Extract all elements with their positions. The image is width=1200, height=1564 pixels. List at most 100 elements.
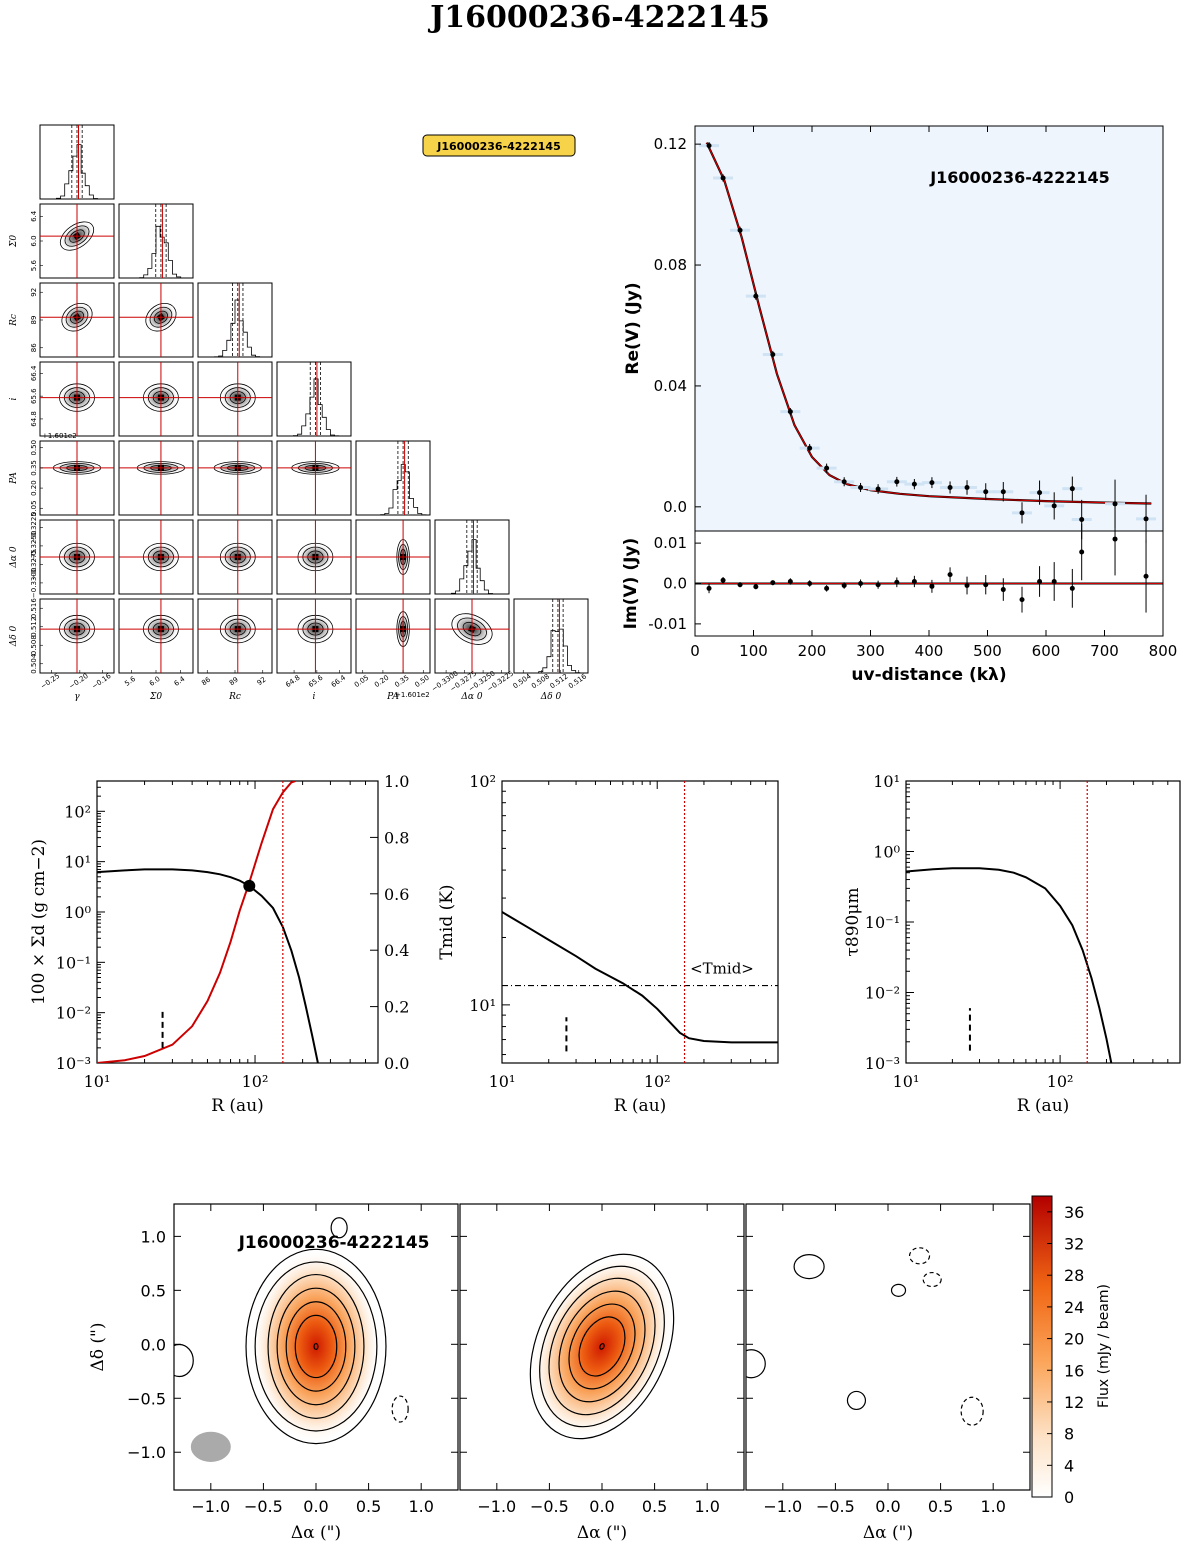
ytick-label: 10² <box>64 802 91 821</box>
uv-xtick-label: 100 <box>739 642 768 660</box>
ytick-right-label: 0.0 <box>384 1054 409 1073</box>
uv-re-point <box>875 486 881 492</box>
uv-model-re <box>706 142 1152 505</box>
uv-top-bg <box>695 126 1163 531</box>
corner-histogram <box>514 628 588 674</box>
corner-xtick-label: 0.50 <box>413 674 430 689</box>
uv-im-point <box>894 579 900 585</box>
corner-contour <box>451 613 493 645</box>
corner-cell-6-1: 5.6 6.0 6.4 Σ0 <box>118 598 194 702</box>
residual-contour <box>846 1390 867 1411</box>
uv-ytick-bottom-label: 0.0 <box>663 575 687 593</box>
corner-xtick-label: 64.8 <box>284 674 301 689</box>
corner-xlabel: Δδ 0 <box>540 692 562 702</box>
corner-cell-5-4 <box>355 519 431 595</box>
source-emission <box>245 1248 387 1445</box>
source-contour <box>529 1253 675 1440</box>
corner-xlabel: Δα 0 <box>460 692 482 702</box>
corner-cell-4-1 <box>118 440 194 516</box>
corner-offset-i: +1.601e2 <box>42 432 77 440</box>
temperature-plot: 10¹ 10² R (au) 10¹ 10² Tmid (K) <Tmid> <box>437 772 779 1116</box>
uv-im-point <box>983 582 989 588</box>
corner-ylabel: PA <box>9 472 19 485</box>
corner-xtick-label: −0.25 <box>39 672 61 691</box>
uv-re-point <box>824 465 830 471</box>
corner-ytick-label: −0.3275 <box>30 549 38 579</box>
uv-im-point <box>964 583 970 589</box>
uv-ytick-bottom-label: 0.01 <box>654 534 687 552</box>
xlabel: R (au) <box>1017 1096 1070 1116</box>
corner-ytick-label: −0.3300 <box>30 568 38 598</box>
corner-cell-5-2 <box>197 519 273 595</box>
image-panel-1: −1.0 −0.5 0.0 0.5 1.0 Δα (") <box>459 1203 745 1543</box>
corner-contour <box>61 302 93 332</box>
image-ytick-label: 0.5 <box>141 1281 166 1300</box>
image-xtick-label: 0.5 <box>356 1497 381 1516</box>
hline-label: <Tmid> <box>690 960 754 978</box>
corner-cell-1-0: 5.6 6.0 6.4 Σ0 <box>9 203 115 279</box>
source-contour <box>294 1314 338 1379</box>
ytick-label: 10¹ <box>873 772 900 791</box>
colorbar-tick-label: 4 <box>1064 1456 1074 1475</box>
ytick-right-label: 1.0 <box>384 772 409 791</box>
uv-re-point <box>807 445 813 451</box>
image-ytick-label: −1.0 <box>127 1443 166 1462</box>
image-panel-2: −1.0 −0.5 0.0 0.5 1.0 Δα (") <box>745 1203 1031 1543</box>
corner-ytick-label: 0.20 <box>30 480 38 496</box>
corner-cell-frame <box>197 440 273 516</box>
corner-xtick-label: 0.05 <box>353 674 370 689</box>
corner-ytick-label: 66.4 <box>30 365 38 381</box>
optical-depth-plot: 10¹ 10² R (au) 10⁻³ 10⁻² 10⁻¹ 10⁰ 10¹ τ890μm <box>843 772 1181 1116</box>
corner-offset-pa: +1.601e2 <box>395 691 430 699</box>
corner-ylabel: Δδ 0 <box>9 625 19 647</box>
colorbar-tick-label: 32 <box>1064 1235 1084 1254</box>
image-xtick-label: −1.0 <box>763 1497 802 1516</box>
corner-ytick-label: 6.0 <box>30 235 38 246</box>
colorbar <box>1031 1195 1053 1498</box>
corner-xtick-label: 6.0 <box>148 675 162 688</box>
corner-cell-6-2: 86 89 92 Rc <box>197 598 273 702</box>
uv-xtick-label: 800 <box>1149 642 1178 660</box>
uv-re-point <box>1019 510 1025 516</box>
ytick-label: 10⁰ <box>64 903 91 922</box>
corner-contour <box>462 621 482 637</box>
uv-re-point <box>720 175 726 181</box>
uv-ylabel-top: Re(V) (Jy) <box>623 282 643 374</box>
corner-ytick-label: 5.6 <box>30 260 38 272</box>
uv-im-point <box>753 584 759 590</box>
image-xtick-label: −0.5 <box>816 1497 855 1516</box>
image-ytick-label: −0.5 <box>127 1389 166 1408</box>
source-contour <box>245 1248 387 1445</box>
uv-xlabel: uv-distance (kλ) <box>851 665 1006 685</box>
corner-xtick-label: −0.20 <box>68 672 90 691</box>
uv-im-point <box>875 582 881 588</box>
image-bg <box>746 1204 1030 1490</box>
ytick-label: 10⁰ <box>873 843 900 862</box>
corner-xtick-label: 65.6 <box>307 673 325 689</box>
residual-contour <box>793 1253 825 1280</box>
corner-xlabel: γ <box>74 692 80 702</box>
corner-cell-3-0: 64.8 65.6 66.4 i <box>9 361 115 437</box>
image-content: J16000236-4222145 <box>174 1204 458 1490</box>
uv-re-point <box>964 484 970 490</box>
uv-im-point <box>1079 549 1085 555</box>
uv-re-point <box>983 489 989 495</box>
corner-badge-box <box>422 134 576 157</box>
uv-re-point <box>929 480 935 486</box>
corner-ytick-label: 86 <box>30 343 38 352</box>
corner-contour <box>64 225 90 247</box>
page-title: J16000236-4222145 <box>430 0 770 35</box>
corner-ytick-label: 0.512 <box>30 617 38 637</box>
corner-xtick-label: 89 <box>228 676 240 688</box>
image-xtick-label: 0.0 <box>303 1497 328 1516</box>
ylabel: Tmid (K) <box>437 884 457 959</box>
corner-histogram <box>277 378 351 437</box>
corner-contour <box>69 310 85 324</box>
corner-histogram <box>198 299 272 358</box>
corner-xtick-label: 0.512 <box>549 672 570 690</box>
corner-histogram <box>356 464 430 516</box>
uv-im-point <box>770 580 776 586</box>
corner-xtick-label: 0.504 <box>512 672 533 690</box>
uv-ytick-top-label: 0.08 <box>654 256 687 274</box>
